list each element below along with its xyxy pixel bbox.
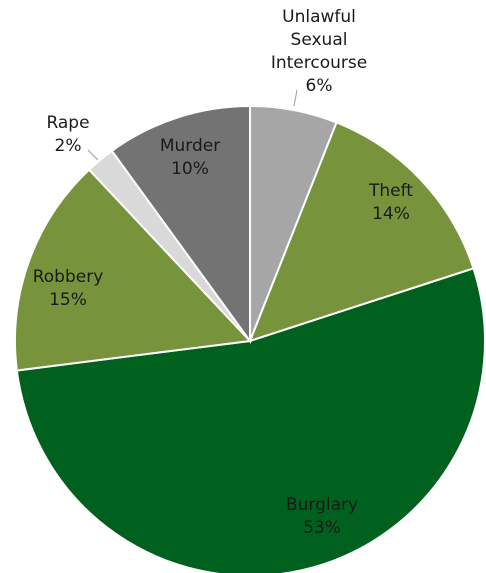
leader-line-unlawful-sexual-intercourse bbox=[293, 89, 298, 107]
data-labels: Unlawful Sexual Intercourse 6% Theft 14% Burgl… bbox=[33, 7, 414, 538]
pie-slices bbox=[14, 104, 486, 573]
data-label-murder: Murder 10% bbox=[160, 136, 220, 179]
data-label-rape: Rape 2% bbox=[46, 113, 89, 156]
leader-line-rape bbox=[87, 149, 99, 161]
pie-slice-robbery bbox=[14, 168, 253, 372]
data-label-robbery: Robbery 15% bbox=[33, 267, 104, 310]
leader-lines bbox=[87, 89, 298, 161]
data-label-burglary: Burglary 53% bbox=[286, 495, 358, 538]
pie-slice-murder bbox=[110, 104, 251, 345]
pie-slice-burglary bbox=[15, 267, 486, 573]
data-label-unlawful-sexual-intercourse: Unlawful Sexual Intercourse 6% bbox=[271, 7, 367, 96]
data-label-theft: Theft 14% bbox=[368, 181, 413, 224]
